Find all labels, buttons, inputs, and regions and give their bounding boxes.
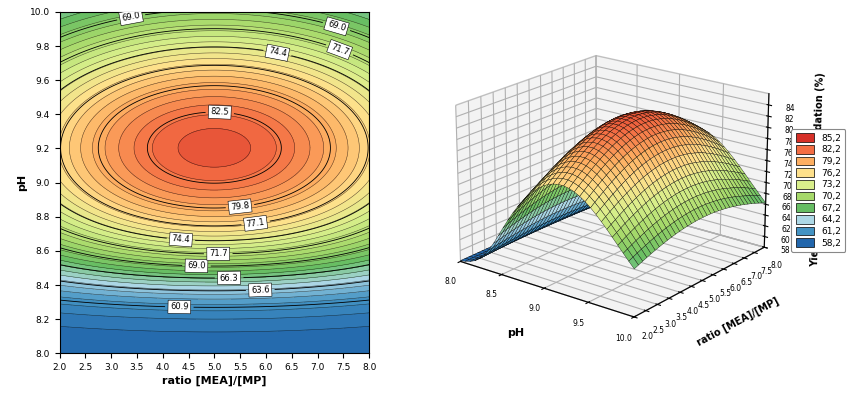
Text: 69.0: 69.0 [326, 19, 347, 33]
Text: 79.8: 79.8 [230, 201, 250, 212]
X-axis label: ratio [MEA]/[MP]: ratio [MEA]/[MP] [162, 376, 267, 387]
Legend: 85,2, 82,2, 79,2, 76,2, 73,2, 70,2, 67,2, 64,2, 61,2, 58,2: 85,2, 82,2, 79,2, 76,2, 73,2, 70,2, 67,2… [791, 129, 846, 252]
Text: 71.7: 71.7 [209, 249, 228, 258]
Text: 82.5: 82.5 [210, 107, 230, 117]
X-axis label: pH: pH [507, 328, 524, 338]
Text: 63.6: 63.6 [251, 285, 269, 295]
Text: 71.7: 71.7 [329, 42, 350, 57]
Text: 69.0: 69.0 [122, 11, 141, 23]
Text: 74.4: 74.4 [172, 234, 190, 245]
Text: 66.3: 66.3 [219, 273, 239, 283]
Text: 69.0: 69.0 [187, 261, 206, 271]
Text: 77.1: 77.1 [246, 218, 265, 229]
Text: 74.4: 74.4 [268, 46, 287, 59]
Text: 60.9: 60.9 [170, 302, 189, 312]
Y-axis label: pH: pH [17, 174, 27, 191]
Y-axis label: ratio [MEA]/[MP]: ratio [MEA]/[MP] [694, 295, 780, 348]
